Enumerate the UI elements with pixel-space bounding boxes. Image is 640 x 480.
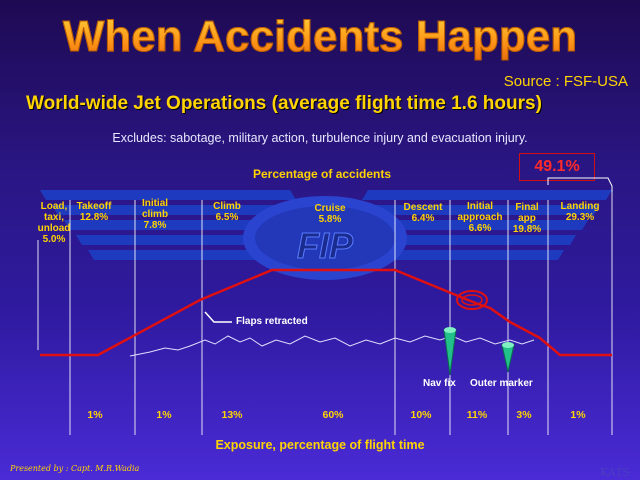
exposure-value: 60% xyxy=(322,409,344,421)
exposure-value: 1% xyxy=(570,409,586,421)
phase-descent: Descent 6.4% xyxy=(403,202,443,224)
flight-path xyxy=(40,268,612,357)
outer-marker-label: Outer marker xyxy=(470,378,533,389)
exposure-value: 10% xyxy=(410,409,432,421)
percentage-label: Percentage of accidents xyxy=(253,167,392,181)
exposure-value: 11% xyxy=(466,409,488,421)
phase-landing: Landing 29.3% xyxy=(560,201,600,223)
phase-takeoff: Takeoff 12.8% xyxy=(76,201,112,223)
highlight-bracket xyxy=(547,177,613,192)
outer-marker xyxy=(501,344,515,373)
exposure-value: 13% xyxy=(221,409,243,421)
subtitle: World-wide Jet Operations (average fligh… xyxy=(26,93,542,114)
phase-initial-approach: Initial approach 6.6% xyxy=(457,201,503,234)
page-title: When Accidents Happen xyxy=(0,12,640,62)
logo-text: FIP xyxy=(297,225,354,266)
highlight-box: 49.1% xyxy=(519,153,595,181)
exposure-value: 1% xyxy=(156,409,172,421)
corner-mark: KATS xyxy=(600,466,630,479)
nav-fix-label: Nav fix xyxy=(423,378,456,389)
exposure-value: 3% xyxy=(516,409,532,421)
phase-load-taxi: Load, taxi, unload 5.0% xyxy=(37,201,71,245)
exposure-title: Exposure, percentage of flight time xyxy=(215,438,425,452)
logo-wings xyxy=(40,190,612,260)
phase-dividers xyxy=(37,190,613,435)
presenter-credit: Presented by : Capt. M.R.Wadia xyxy=(10,464,140,473)
flaps-retracted-label: Flaps retracted xyxy=(236,316,308,327)
holding-pattern xyxy=(456,290,488,310)
terrain-line xyxy=(129,335,535,357)
phase-climb: Climb 6.5% xyxy=(213,201,241,223)
excludes-note: Excludes: sabotage, military action, tur… xyxy=(112,131,528,145)
phase-cruise: Cruise 5.8% xyxy=(314,203,346,225)
flaps-pointer xyxy=(204,311,232,323)
source-label: Source : FSF-USA xyxy=(503,73,628,90)
phase-initial-climb: Initial climb 7.8% xyxy=(141,198,169,231)
nav-fix-marker xyxy=(443,329,457,376)
phase-final-approach: Final app 19.8% xyxy=(512,202,542,235)
exposure-value: 1% xyxy=(87,409,103,421)
